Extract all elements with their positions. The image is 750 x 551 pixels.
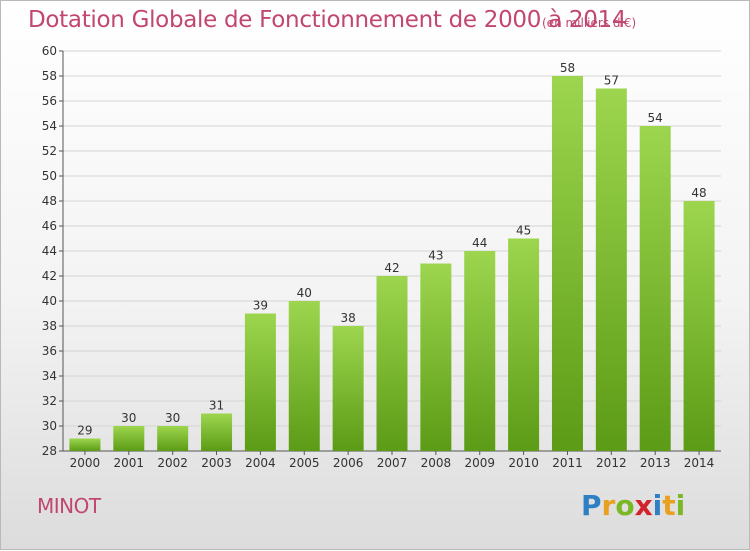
chart-title: Dotation Globale de Fonctionnement de 20… — [28, 7, 627, 33]
y-tick-label: 36 — [42, 344, 57, 358]
logo-letter: x — [634, 489, 653, 522]
y-tick-label: 60 — [42, 44, 57, 58]
y-tick-label: 46 — [42, 219, 57, 233]
logo-letter: i — [652, 489, 663, 522]
logo-letter: o — [615, 489, 635, 522]
data-labels: 29 30 30 31 39 40 38 42 43 44 45 58 57 54 48 — [77, 61, 706, 438]
y-tick-label: 44 — [42, 244, 57, 258]
y-tick-label: 50 — [42, 169, 57, 183]
bar-2000 — [69, 438, 101, 451]
x-tick-label-2011: 2011 — [552, 456, 583, 470]
logo-letter: i — [675, 489, 686, 522]
x-tick-label-2006: 2006 — [333, 456, 364, 470]
y-tick-label: 48 — [42, 194, 57, 208]
x-tick-label-2013: 2013 — [640, 456, 671, 470]
logo-letter: t — [662, 489, 676, 522]
bar-2008 — [420, 263, 452, 451]
bar-2001 — [113, 426, 145, 451]
y-tick-label: 38 — [42, 319, 57, 333]
data-label-2006: 38 — [340, 311, 355, 325]
chart-subtitle: (en milliers d'€) — [542, 16, 637, 30]
data-label-2011: 58 — [560, 61, 575, 75]
data-label-2009: 44 — [472, 236, 487, 250]
x-tick-label-2009: 2009 — [464, 456, 495, 470]
data-label-2002: 30 — [165, 411, 180, 425]
bar-2012 — [595, 88, 627, 451]
data-label-2014: 48 — [691, 186, 706, 200]
logo-letter: r — [601, 489, 616, 522]
x-tick-label-2014: 2014 — [684, 456, 715, 470]
y-tick-label: 32 — [42, 394, 57, 408]
bar-2007 — [376, 276, 408, 451]
proxiti-logo[interactable]: Proxiti — [581, 489, 685, 522]
bar-2006 — [332, 326, 364, 451]
data-label-2007: 42 — [384, 261, 399, 275]
x-tick-label-2007: 2007 — [377, 456, 408, 470]
bar-2013 — [639, 126, 671, 451]
y-tick-label: 54 — [42, 119, 57, 133]
y-tick-label: 58 — [42, 69, 57, 83]
y-tick-label: 34 — [42, 369, 57, 383]
bars — [69, 76, 715, 451]
x-tick-label-2003: 2003 — [201, 456, 232, 470]
y-tick-label: 56 — [42, 94, 57, 108]
data-label-2013: 54 — [648, 111, 663, 125]
commune-name: MINOT — [37, 494, 101, 518]
bar-2002 — [157, 426, 189, 451]
y-tick-label: 52 — [42, 144, 57, 158]
x-tick-label-2005: 2005 — [289, 456, 320, 470]
bar-2005 — [288, 301, 320, 451]
data-label-2005: 40 — [297, 286, 312, 300]
x-tick-label-2002: 2002 — [157, 456, 188, 470]
logo-letter: P — [581, 489, 602, 522]
data-label-2010: 45 — [516, 224, 531, 238]
data-label-2004: 39 — [253, 299, 268, 313]
x-tick-label-2010: 2010 — [508, 456, 539, 470]
bar-2009 — [464, 251, 496, 451]
y-tick-label: 28 — [42, 444, 57, 458]
y-tick-label: 42 — [42, 269, 57, 283]
x-tick-label-2012: 2012 — [596, 456, 627, 470]
x-tick-label-2004: 2004 — [245, 456, 276, 470]
data-label-2003: 31 — [209, 399, 224, 413]
data-label-2000: 29 — [77, 424, 92, 438]
bar-2014 — [683, 201, 715, 451]
data-label-2001: 30 — [121, 411, 136, 425]
y-tick-label: 30 — [42, 419, 57, 433]
bar-2004 — [244, 313, 276, 451]
x-tick-label-2008: 2008 — [421, 456, 452, 470]
y-tick-label: 40 — [42, 294, 57, 308]
bar-2011 — [551, 76, 583, 451]
data-label-2012: 57 — [604, 74, 619, 88]
x-tick-label-2000: 2000 — [70, 456, 101, 470]
bar-2010 — [508, 238, 540, 451]
x-tick-label-2001: 2001 — [114, 456, 145, 470]
data-label-2008: 43 — [428, 249, 443, 263]
bar-2003 — [201, 413, 233, 451]
